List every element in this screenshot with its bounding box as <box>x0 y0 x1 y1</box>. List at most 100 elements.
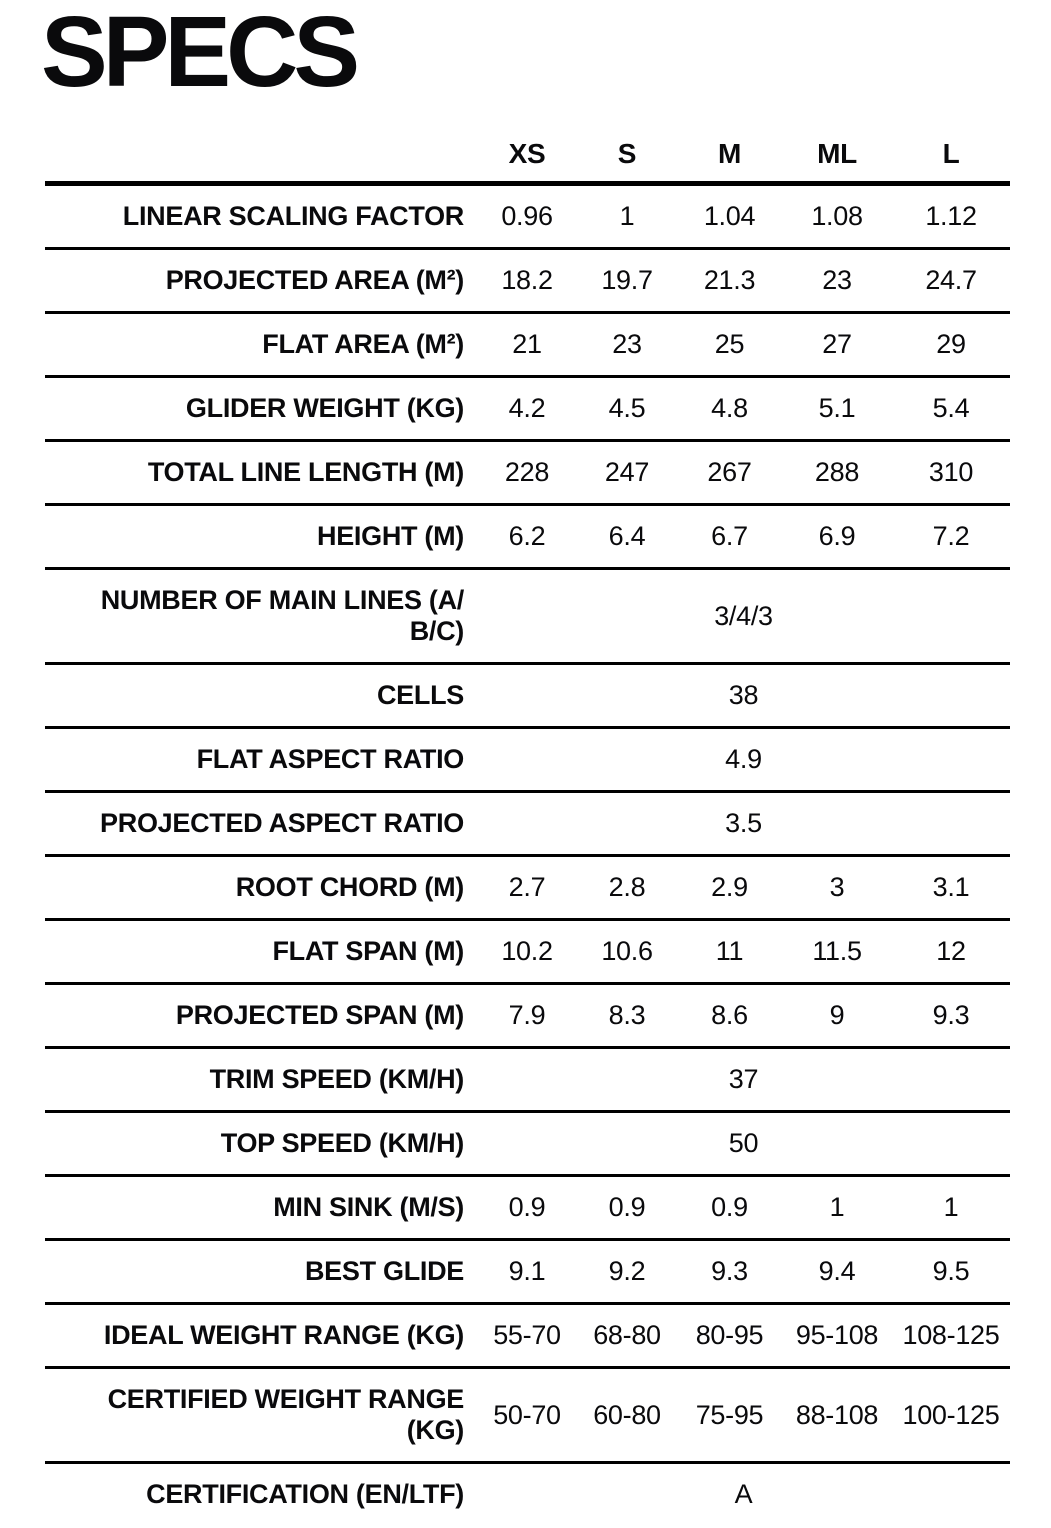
row-label: CERTIFIED WEIGHT RANGE (KG) <box>107 1384 465 1445</box>
row-label: IDEAL WEIGHT RANGE (KG) <box>103 1320 464 1350</box>
cell-value: 12 <box>936 936 966 966</box>
table-row: FLAT ASPECT RATIO 4.9 <box>45 729 1010 793</box>
cell-value: 2.7 <box>508 872 546 902</box>
header-label-spacer <box>45 168 477 169</box>
cell-value: 21 <box>512 329 542 359</box>
cell-value: 247 <box>604 457 650 487</box>
cell-value: 0.96 <box>501 201 553 231</box>
cell-value: 29 <box>936 329 966 359</box>
cell-value: 9.4 <box>818 1256 856 1286</box>
row-label: NUMBER OF MAIN LINES (A/ B/C) <box>100 585 465 646</box>
cell-value: 25 <box>714 329 745 359</box>
table-row: BEST GLIDE 9.1 9.2 9.3 9.4 9.5 <box>45 1241 1010 1305</box>
table-body: LINEAR SCALING FACTOR 0.96 1 1.04 1.08 1.12 PR… <box>45 186 1010 1525</box>
cell-value: 68-80 <box>593 1320 661 1350</box>
cell-value: 6.9 <box>818 521 856 551</box>
cell-value: 11.5 <box>812 936 862 966</box>
row-label: FLAT AREA (M²) <box>262 329 464 359</box>
row-label: HEIGHT (M) <box>317 521 464 551</box>
table-row: PROJECTED ASPECT RATIO 3.5 <box>45 793 1010 857</box>
cell-value: 19.7 <box>601 265 653 295</box>
row-label: PROJECTED ASPECT RATIO <box>100 808 464 838</box>
cell-value: 88-108 <box>795 1399 879 1430</box>
cell-value: 310 <box>928 457 974 487</box>
cell-value: 1 <box>619 201 635 231</box>
column-header-s: S <box>617 138 637 169</box>
cell-value: 4.2 <box>508 393 546 423</box>
row-label: GLIDER WEIGHT (KG) <box>185 393 464 423</box>
table-row: CELLS 38 <box>45 665 1010 729</box>
cell-value: 267 <box>707 457 752 487</box>
table-row: PROJECTED AREA (M²) 18.2 19.7 21.3 23 24.7 <box>45 250 1010 314</box>
cell-value: 0.9 <box>711 1192 748 1222</box>
column-header-l: L <box>942 138 960 169</box>
cell-value: 2.8 <box>608 872 646 902</box>
cell-value: 27 <box>822 329 852 359</box>
cell-value: 5.4 <box>932 393 970 423</box>
row-label: FLAT ASPECT RATIO <box>196 744 465 774</box>
row-span-value: 37 <box>728 1064 759 1094</box>
row-label: TOTAL LINE LENGTH (M) <box>147 457 464 487</box>
cell-value: 9.2 <box>608 1256 646 1286</box>
cell-value: 6.4 <box>608 521 646 551</box>
table-row: FLAT AREA (M²) 21 23 25 27 29 <box>45 314 1010 378</box>
table-row: NUMBER OF MAIN LINES (A/ B/C) 3/4/3 <box>45 570 1010 665</box>
cell-value: 10.6 <box>601 936 653 966</box>
cell-value: 23 <box>822 265 852 295</box>
table-row: ROOT CHORD (M) 2.7 2.8 2.9 3 3.1 <box>45 857 1010 921</box>
table-row: PROJECTED SPAN (M) 7.9 8.3 8.6 9 9.3 <box>45 985 1010 1049</box>
cell-value: 6.2 <box>508 521 546 551</box>
row-span-value: 50 <box>728 1128 759 1158</box>
cell-value: 1.08 <box>811 201 863 231</box>
row-span-value: 3/4/3 <box>714 600 773 631</box>
row-label: LINEAR SCALING FACTOR <box>122 201 465 231</box>
row-span-value: A <box>734 1479 753 1509</box>
column-header-xs: XS <box>508 138 546 169</box>
cell-value: 7.2 <box>932 521 970 551</box>
cell-value: 0.9 <box>508 1192 546 1222</box>
table-row: CERTIFICATION (EN/LTF) A <box>45 1464 1010 1525</box>
table-row: IDEAL WEIGHT RANGE (KG) 55-70 68-80 80-95 95… <box>45 1305 1010 1369</box>
column-header-m: M <box>717 138 742 169</box>
cell-value: 55-70 <box>493 1320 561 1350</box>
row-label: PROJECTED AREA (M²) <box>165 265 465 295</box>
cell-value: 1.04 <box>703 201 756 231</box>
row-span-value: 4.9 <box>725 744 762 774</box>
column-header-ml: ML <box>817 138 857 169</box>
row-label: CELLS <box>376 680 464 710</box>
table-header-row: XS S M ML L <box>45 124 1010 186</box>
cell-value: 228 <box>504 457 550 487</box>
cell-value: 8.3 <box>608 1000 646 1030</box>
cell-value: 3 <box>829 872 845 902</box>
cell-value: 108-125 <box>902 1320 1000 1350</box>
cell-value: 9.3 <box>932 1000 970 1030</box>
row-label: CERTIFICATION (EN/LTF) <box>146 1479 464 1509</box>
row-label: MIN SINK (M/S) <box>273 1192 464 1222</box>
row-label: BEST GLIDE <box>304 1256 464 1286</box>
cell-value: 0.9 <box>608 1192 646 1222</box>
cell-value: 100-125 <box>902 1399 1000 1430</box>
cell-value: 7.9 <box>508 1000 546 1030</box>
cell-value: 2.9 <box>711 872 748 902</box>
table-row: LINEAR SCALING FACTOR 0.96 1 1.04 1.08 1.12 <box>45 186 1010 250</box>
cell-value: 21.3 <box>703 265 756 295</box>
row-span-value: 38 <box>728 680 759 710</box>
cell-value: 4.5 <box>608 393 646 423</box>
cell-value: 9 <box>829 1000 845 1030</box>
table-row: HEIGHT (M) 6.2 6.4 6.7 6.9 7.2 <box>45 506 1010 570</box>
cell-value: 4.8 <box>711 393 748 423</box>
cell-value: 23 <box>612 329 642 359</box>
row-label: ROOT CHORD (M) <box>235 872 465 902</box>
cell-value: 18.2 <box>501 265 553 295</box>
page-title: SPECS <box>41 0 360 108</box>
cell-value: 95-108 <box>795 1320 879 1350</box>
row-label: PROJECTED SPAN (M) <box>175 1000 464 1030</box>
cell-value: 24.7 <box>925 265 977 295</box>
cell-value: 8.6 <box>711 1000 748 1030</box>
table-row: MIN SINK (M/S) 0.9 0.9 0.9 1 1 <box>45 1177 1010 1241</box>
cell-value: 60-80 <box>593 1399 661 1430</box>
table-row: TOTAL LINE LENGTH (M) 228 247 267 288 310 <box>45 442 1010 506</box>
table-row: GLIDER WEIGHT (KG) 4.2 4.5 4.8 5.1 5.4 <box>45 378 1010 442</box>
cell-value: 5.1 <box>818 393 856 423</box>
